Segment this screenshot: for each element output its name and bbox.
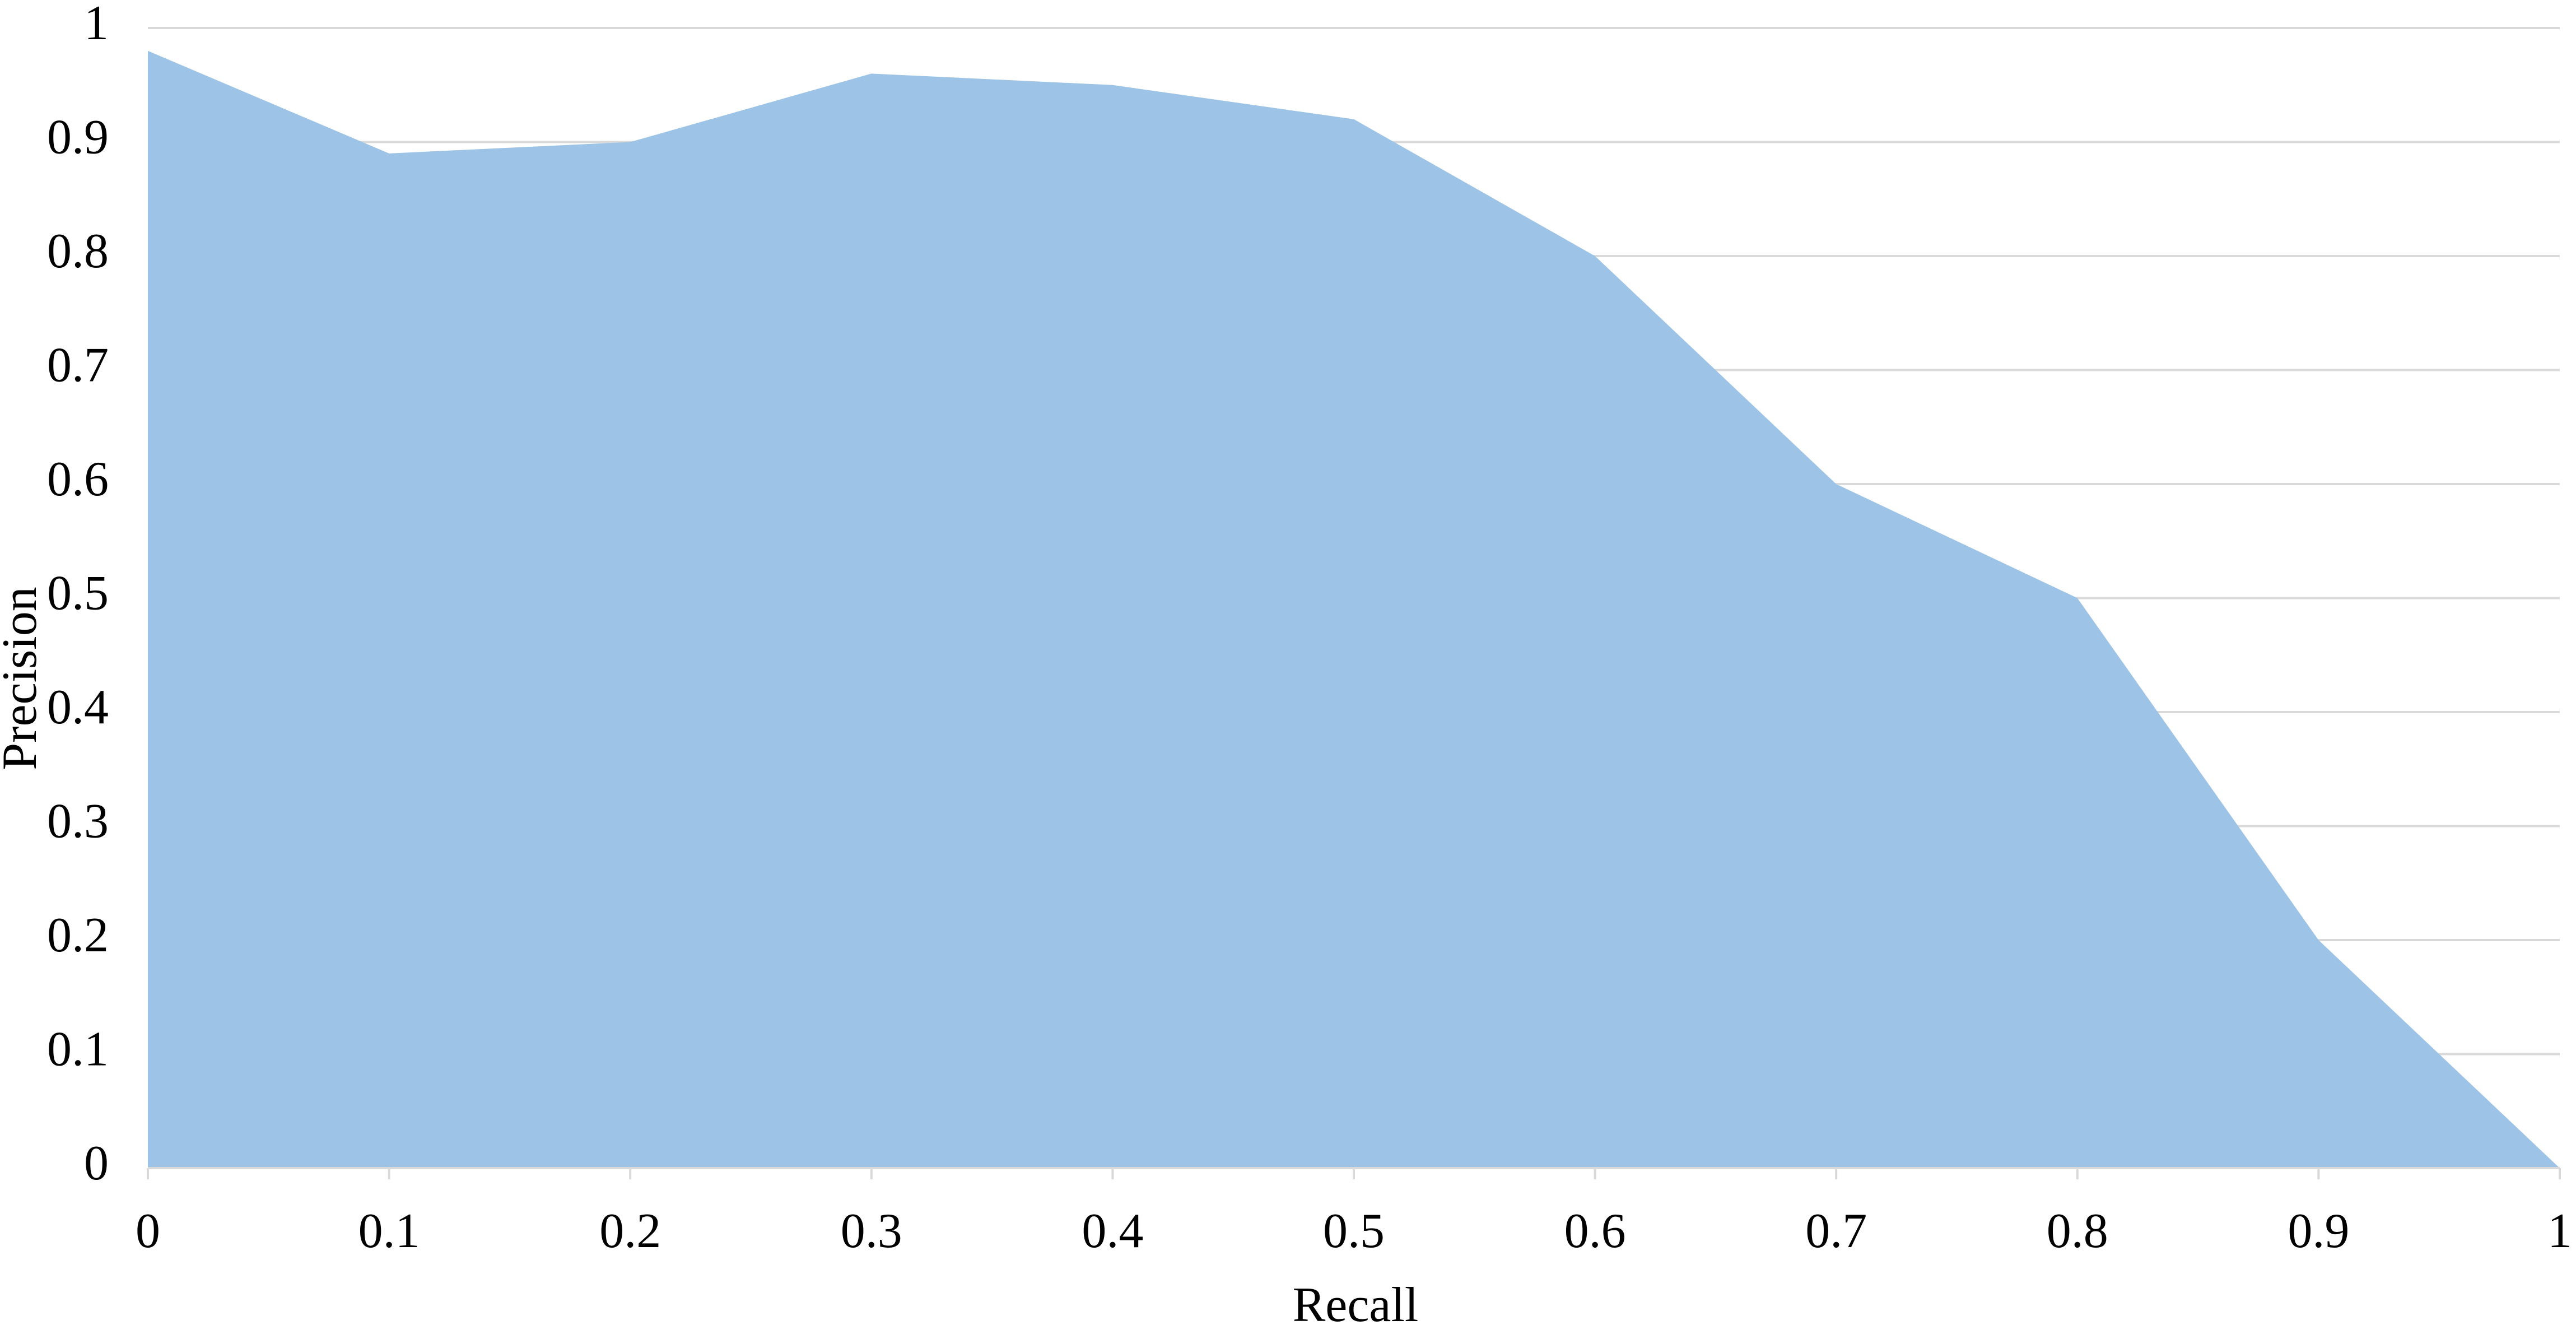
x-tick-label: 0.1 (358, 1204, 420, 1258)
x-tick-label: 0.9 (2288, 1204, 2349, 1258)
y-tick-label: 1 (84, 0, 109, 50)
y-tick-label: 0.7 (47, 338, 109, 393)
y-tick-label: 0.5 (47, 566, 109, 621)
y-tick-label: 0.3 (47, 794, 109, 849)
x-tick-label: 0.6 (1564, 1204, 1626, 1258)
x-tick-label: 1 (2547, 1204, 2572, 1258)
y-tick-label: 0.8 (47, 224, 109, 278)
y-tick-label: 0.9 (47, 110, 109, 165)
y-tick-label: 0.6 (47, 452, 109, 506)
y-tick-label: 0.4 (47, 680, 109, 734)
y-tick-label: 0 (84, 1136, 109, 1191)
x-tick-label: 0.2 (599, 1204, 661, 1258)
x-tick-label: 0.3 (841, 1204, 902, 1258)
y-tick-label: 0.1 (47, 1022, 109, 1077)
y-axis-label: Precision (0, 587, 47, 770)
x-tick-label: 0.8 (2047, 1204, 2108, 1258)
area (148, 50, 2560, 1169)
x-tick-label: 0.5 (1323, 1204, 1385, 1258)
x-tick-label: 0.7 (1805, 1204, 1867, 1258)
x-tick-label: 0 (136, 1204, 160, 1258)
x-tick-label: 0.4 (1082, 1204, 1143, 1258)
x-axis-label: Recall (1293, 1278, 1419, 1332)
y-tick-label: 0.2 (47, 908, 109, 963)
